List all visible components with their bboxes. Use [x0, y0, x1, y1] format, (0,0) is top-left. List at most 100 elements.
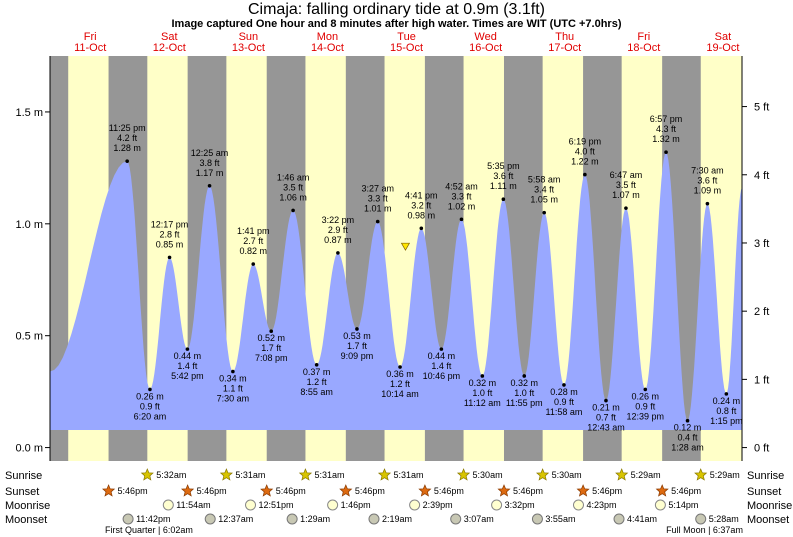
row-label-right: Sunset — [747, 486, 781, 498]
high-tide-label: 11:25 pm — [109, 123, 146, 133]
moonrise-time: 4:23pm — [586, 500, 616, 510]
low-tide-label: 1:28 am — [671, 443, 704, 453]
high-tide-label: 5:58 am — [528, 175, 561, 185]
day-weekday-label: Wed — [474, 31, 496, 43]
low-tide-point — [685, 418, 690, 423]
sunset-time: 5:46pm — [671, 486, 701, 496]
high-tide-label: 0.98 m — [408, 210, 436, 220]
day-weekday-label: Fri — [84, 31, 97, 43]
day-weekday-label: Sat — [161, 31, 178, 43]
sunset-time: 5:46pm — [197, 486, 227, 496]
high-tide-point — [251, 262, 256, 266]
moonrise-icon — [409, 499, 421, 511]
moonrise-icon — [491, 499, 503, 511]
low-tide-point — [398, 365, 402, 369]
moonset-time: 3:07am — [464, 514, 494, 524]
low-tide-label: 10:46 pm — [423, 371, 461, 381]
moon-phase-label: Full Moon | 6:37am — [666, 525, 743, 535]
day-date-label: 14-Oct — [311, 42, 344, 54]
day-date-label: 13-Oct — [232, 42, 265, 54]
low-tide-label: 0.32 m — [510, 378, 538, 388]
right-tick-label: 2 ft — [754, 306, 769, 318]
left-tick-label: 0.5 m — [15, 331, 43, 343]
low-tide-point — [355, 327, 359, 331]
low-tide-label: 0.4 ft — [678, 433, 699, 443]
low-tide-label: 0.34 m — [219, 373, 247, 383]
day-weekday-label: Sat — [715, 31, 732, 43]
low-tide-label: 0.32 m — [469, 378, 497, 388]
sunset-icon — [655, 484, 669, 497]
low-tide-point — [314, 362, 319, 367]
moonrise-icon — [327, 499, 339, 511]
high-tide-point — [125, 159, 129, 163]
low-tide-label: 1.7 ft — [347, 341, 368, 351]
high-tide-label: 1.01 m — [364, 204, 392, 214]
low-tide-label: 0.28 m — [550, 387, 578, 397]
sunset-icon — [418, 484, 432, 497]
tide-extremes: 11:25 pm4.2 ft1.28 m0.26 m0.9 ft6:20 am1… — [109, 114, 743, 453]
high-tide-label: 3:22 pm — [322, 215, 355, 225]
row-label-left: Sunset — [5, 486, 39, 498]
low-tide-point — [522, 374, 527, 378]
moonset-icon — [204, 513, 216, 525]
tide-curve — [50, 152, 742, 430]
sunset-time: 5:46pm — [592, 486, 622, 496]
low-tide-label: 7:30 am — [217, 393, 250, 403]
low-tide-label: 1.0 ft — [514, 388, 535, 398]
sunset-icon — [181, 484, 195, 497]
sun-moon-events: Sunrise Sunrise Sunset Sunset Moonrise Moonri… — [5, 468, 792, 535]
sunset-time: 5:46pm — [355, 486, 385, 496]
moonset-time: 5:28am — [709, 514, 739, 524]
right-tick-label: 0 ft — [754, 443, 769, 455]
sunrise-icon — [456, 468, 471, 481]
low-tide-label: 0.36 m — [386, 369, 414, 379]
low-tide-label: 1.2 ft — [390, 379, 411, 389]
moonrise-time: 12:51pm — [259, 500, 294, 510]
low-tide-label: 1.0 ft — [472, 388, 493, 398]
high-tide-label: 1:41 pm — [237, 226, 270, 236]
moonset-time: 2:19am — [382, 514, 412, 524]
high-tide-point — [167, 255, 172, 260]
high-tide-label: 1.05 m — [530, 195, 558, 205]
high-tide-label: 0.82 m — [239, 246, 267, 256]
current-tide-marker — [400, 242, 411, 251]
moon-phase-label: First Quarter | 6:02am — [105, 525, 193, 535]
left-tick-label: 0.0 m — [15, 443, 43, 455]
moonset-time: 3:55am — [545, 514, 575, 524]
low-tide-label: 1.2 ft — [307, 377, 328, 387]
sunrise-icon — [615, 468, 629, 481]
high-tide-point — [291, 208, 295, 213]
day-date-label: 12-Oct — [153, 42, 186, 54]
low-tide-label: 0.44 m — [174, 351, 202, 361]
low-tide-label: 0.9 ft — [554, 397, 575, 407]
sunrise-time: 5:31am — [235, 470, 265, 480]
high-tide-label: 5:35 pm — [487, 161, 520, 171]
high-tide-label: 2.9 ft — [328, 225, 349, 235]
low-tide-label: 0.37 m — [303, 367, 331, 377]
low-tide-label: 0.9 ft — [635, 401, 656, 411]
high-tide-label: 1.02 m — [448, 201, 476, 211]
sunrise-time: 5:31am — [394, 470, 424, 480]
row-label-left: Moonrise — [5, 500, 50, 512]
high-tide-label: 2.8 ft — [160, 229, 181, 239]
moonset-time: 11:42pm — [136, 514, 170, 524]
moonrise-time: 3:32pm — [505, 500, 535, 510]
high-tide-label: 4:52 am — [445, 181, 478, 191]
low-tide-label: 6:20 am — [134, 411, 167, 421]
day-date-label: 16-Oct — [469, 42, 502, 54]
low-tide-point — [604, 398, 608, 403]
sunset-time: 5:46pm — [513, 486, 543, 496]
moonset-icon — [122, 513, 134, 525]
low-tide-label: 0.52 m — [257, 333, 285, 343]
sunrise-time: 5:29am — [631, 470, 661, 480]
sunrise-time: 5:30am — [473, 470, 503, 480]
high-tide-label: 3.6 ft — [697, 176, 718, 186]
right-tick-label: 4 ft — [754, 170, 769, 182]
low-tide-label: 11:55 pm — [506, 398, 543, 408]
moonset-time: 12:37am — [218, 514, 253, 524]
low-tide-point — [185, 347, 190, 351]
sunset-time: 5:46pm — [276, 486, 306, 496]
low-tide-point — [231, 369, 235, 374]
moonrise-icon — [654, 499, 666, 511]
sunrise-icon — [298, 468, 313, 481]
